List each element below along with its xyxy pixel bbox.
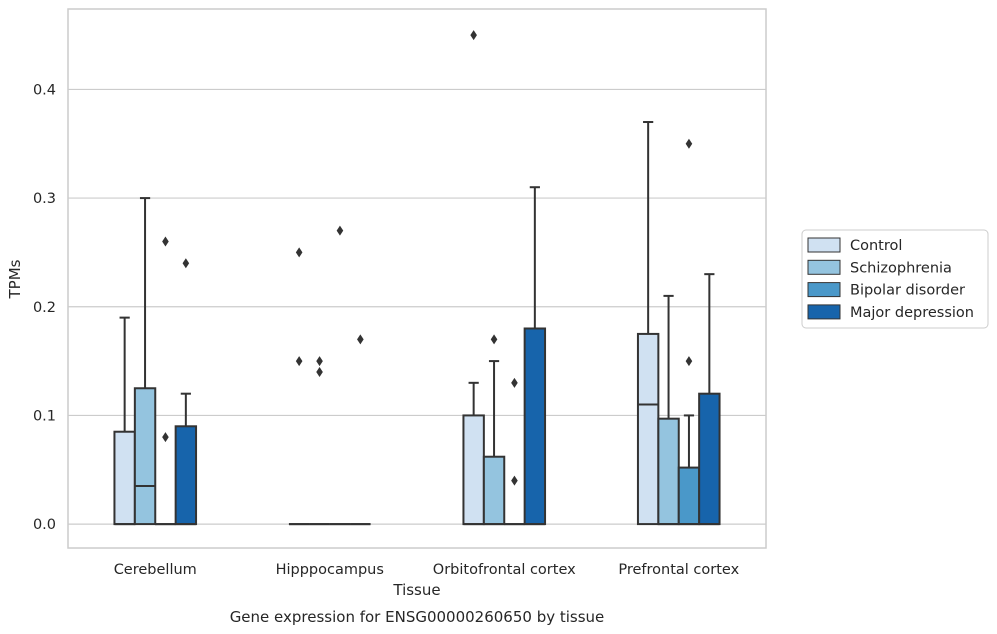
legend-label: Control — [850, 238, 902, 254]
box-group — [677, 138, 701, 526]
outlier-point — [470, 30, 477, 41]
x-tick-label: Prefrontal cortex — [618, 562, 739, 578]
y-tick-label: 0.2 — [33, 300, 56, 316]
box — [657, 417, 680, 526]
box-group — [113, 316, 136, 526]
y-axis-label: TPMs — [6, 259, 24, 299]
box-group — [309, 356, 330, 526]
box-group — [155, 236, 176, 526]
outlier-point — [295, 356, 303, 367]
box-group — [329, 225, 351, 526]
box — [113, 430, 136, 526]
outlier-point — [685, 138, 693, 149]
legend: Control Schizophrenia Bipolar disorder Majo… — [801, 229, 989, 329]
box-group — [133, 197, 157, 526]
outlier-point — [316, 366, 323, 377]
figure-caption: Gene expression for ENSG00000260650 by t… — [230, 608, 605, 626]
x-tick-labels: Cerebellum Hipppocampus Orbitofrontal cort… — [114, 562, 740, 578]
box-group — [462, 30, 485, 526]
legend-items: Control Schizophrenia Bipolar disorder Majo… — [807, 237, 974, 321]
box-group — [636, 121, 660, 526]
box — [698, 392, 721, 526]
box-group — [288, 247, 310, 526]
outlier-point — [511, 377, 518, 388]
legend-label: Bipolar disorder — [850, 283, 965, 299]
y-tick-labels: 0.0 0.1 0.2 0.3 0.4 — [33, 82, 56, 533]
legend-swatch — [807, 259, 841, 275]
plot-frame — [67, 8, 767, 549]
box-group — [698, 273, 721, 526]
box-group — [350, 334, 371, 526]
x-tick-label: Hipppocampus — [276, 562, 384, 578]
box — [677, 466, 701, 526]
outlier-point — [336, 225, 344, 236]
box — [462, 414, 485, 526]
box — [523, 327, 547, 526]
box-group — [174, 258, 198, 526]
legend-swatch — [807, 304, 841, 320]
legend-swatch — [807, 282, 841, 298]
box-group — [504, 377, 525, 526]
legend-swatch — [807, 237, 841, 253]
outlier-point — [685, 356, 693, 367]
box — [636, 332, 660, 526]
box — [133, 387, 157, 526]
box-group — [657, 294, 680, 526]
x-axis-label: Tissue — [392, 581, 440, 599]
box — [482, 455, 506, 526]
y-tick-label: 0.0 — [33, 517, 56, 533]
legend-label: Major depression — [850, 305, 974, 321]
legend-label: Schizophrenia — [850, 260, 952, 276]
outlier-point — [316, 356, 323, 367]
outlier-point — [490, 334, 498, 345]
outlier-point — [295, 247, 303, 258]
outlier-point — [162, 236, 169, 247]
box-group — [482, 334, 506, 526]
box — [174, 425, 198, 526]
box-group — [523, 186, 547, 526]
outlier-point — [162, 432, 169, 443]
box-groups — [113, 30, 721, 526]
legend-frame — [801, 229, 989, 329]
y-tick-label: 0.1 — [33, 408, 56, 424]
outlier-point — [357, 334, 364, 345]
y-tick-label: 0.4 — [33, 82, 56, 98]
outlier-point — [511, 475, 518, 486]
x-tick-label: Orbitofrontal cortex — [433, 562, 576, 578]
y-tick-label: 0.3 — [33, 191, 56, 207]
x-tick-label: Cerebellum — [114, 562, 197, 578]
outlier-point — [182, 258, 190, 269]
